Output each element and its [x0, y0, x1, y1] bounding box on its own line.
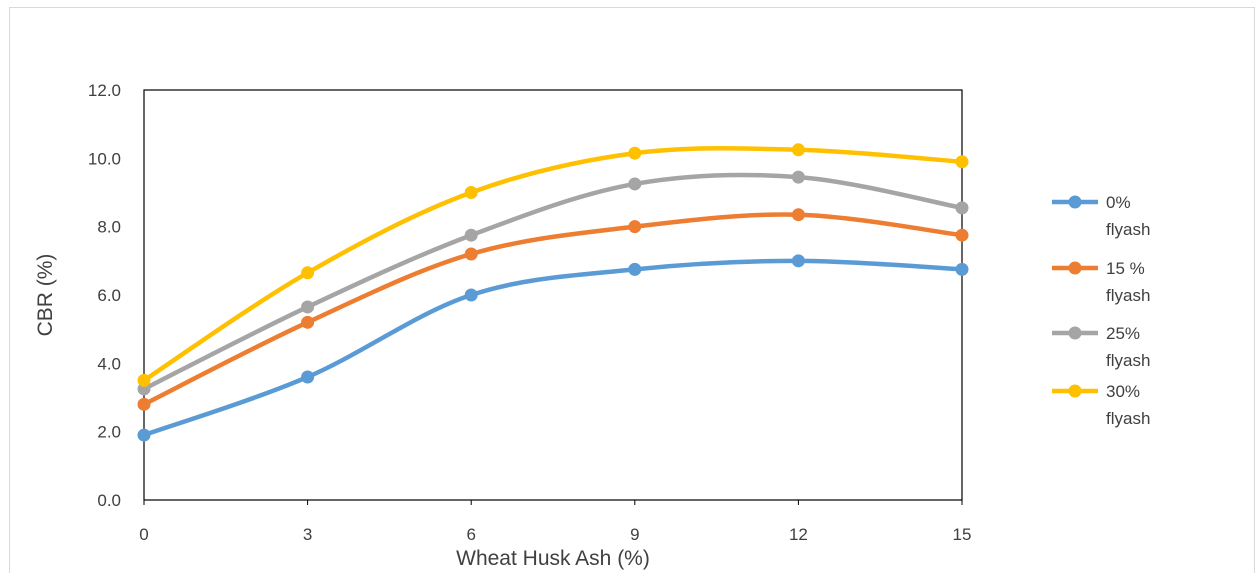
legend-label-line: flyash — [1106, 286, 1150, 305]
data-point — [301, 300, 315, 314]
legend-marker — [1068, 195, 1082, 209]
data-point — [464, 186, 478, 199]
plot-area — [143, 89, 963, 501]
legend-label-line: 15 % — [1106, 259, 1145, 278]
legend-label-line: 30% — [1106, 382, 1140, 401]
y-tick-label: 2.0 — [97, 423, 121, 442]
y-tick-label: 12.0 — [88, 81, 121, 100]
x-tick-label: 9 — [630, 525, 639, 544]
x-tick-label: 3 — [303, 525, 312, 544]
legend-label: 15 % flyash — [1106, 259, 1150, 305]
data-point — [955, 201, 969, 215]
series-line — [141, 146, 965, 383]
y-axis-title: CBR (%) — [34, 254, 57, 337]
y-tick-label: 0.0 — [97, 491, 121, 510]
chart-frame — [9, 7, 1255, 573]
x-tick-label: 6 — [466, 525, 475, 544]
x-tick-label: 15 — [953, 525, 972, 544]
legend: 0% flyash 15 % flyash 25% flyash 30% flyash — [1052, 193, 1150, 428]
data-point — [301, 266, 315, 280]
data-point — [791, 143, 805, 157]
series-line — [141, 258, 965, 438]
series-points — [137, 143, 969, 442]
data-point — [301, 315, 315, 329]
legend-label-line: flyash — [1106, 351, 1150, 370]
data-point — [628, 220, 642, 234]
legend-label-line: 25% — [1106, 324, 1140, 343]
legend-label: 0% flyash — [1106, 193, 1150, 239]
data-point — [464, 247, 478, 261]
y-tick-label: 10.0 — [88, 149, 121, 168]
legend-marker — [1068, 326, 1082, 340]
data-point — [301, 370, 315, 384]
x-axis-title: Wheat Husk Ash (%) — [456, 547, 650, 570]
legend-marker — [1068, 261, 1082, 275]
data-point — [628, 177, 642, 191]
series-line — [141, 172, 965, 392]
data-point — [628, 262, 642, 276]
y-tick-label: 8.0 — [97, 218, 121, 237]
legend-label-line: flyash — [1106, 409, 1150, 428]
legend-marker — [1068, 384, 1082, 398]
data-point — [955, 155, 969, 169]
x-tick-label: 12 — [789, 525, 808, 544]
data-point — [791, 170, 805, 184]
y-tick-label: 6.0 — [97, 286, 121, 305]
legend-label-line: flyash — [1106, 220, 1150, 239]
data-point — [464, 228, 478, 242]
legend-label-line: 0% — [1106, 193, 1131, 212]
data-point — [137, 397, 151, 411]
data-point — [791, 254, 805, 268]
data-point — [137, 373, 151, 387]
y-tick-label: 4.0 — [97, 354, 121, 373]
data-point — [137, 428, 151, 442]
x-tick-label: 0 — [139, 525, 148, 544]
data-point — [791, 208, 805, 222]
series-lines — [141, 146, 965, 438]
data-point — [464, 288, 478, 302]
legend-label: 30% flyash — [1106, 382, 1150, 428]
y-axis-ticks: 0.0 2.0 4.0 6.0 8.0 10.0 12.0 — [88, 81, 121, 510]
x-axis-ticks: 0 3 6 9 12 15 — [139, 500, 971, 544]
legend-label: 25% flyash — [1106, 324, 1150, 370]
series-line — [141, 212, 965, 407]
data-point — [628, 146, 642, 160]
data-point — [955, 262, 969, 276]
data-point — [955, 228, 969, 242]
